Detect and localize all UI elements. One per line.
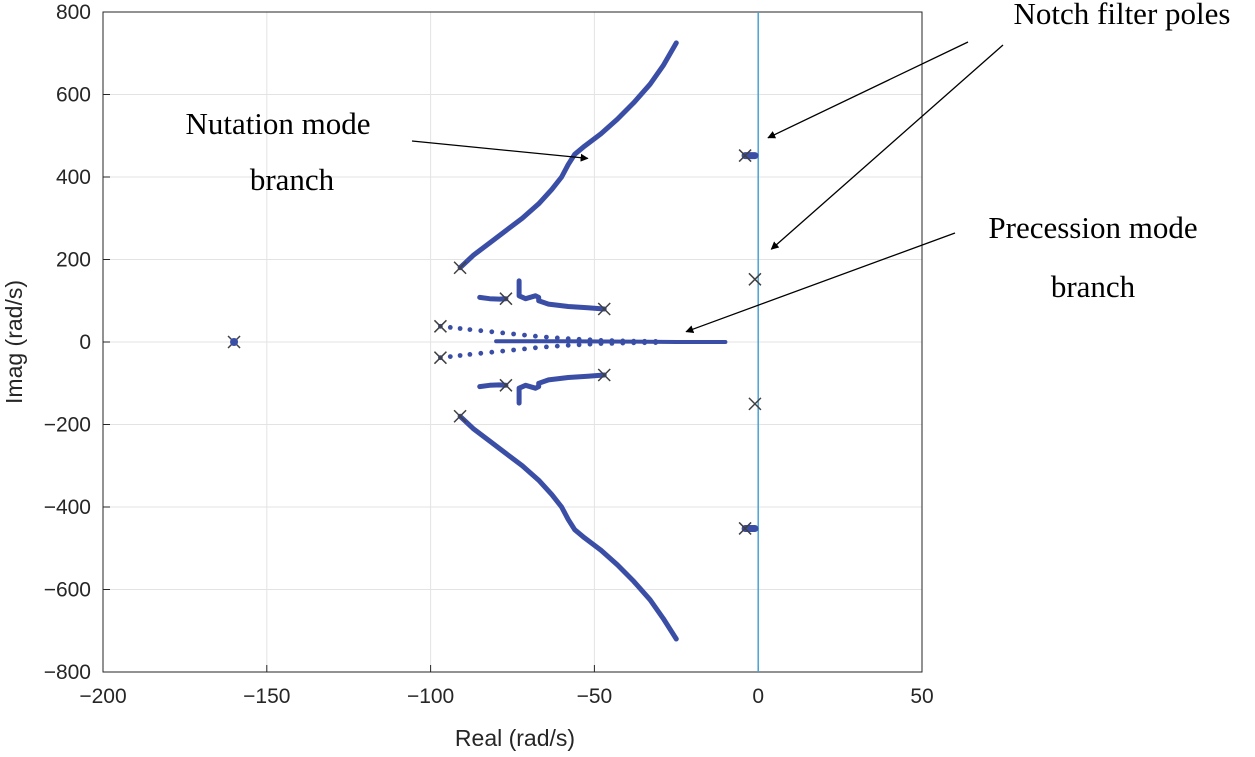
y-tick-label: −400 bbox=[44, 496, 91, 519]
precession-lower-dot bbox=[478, 350, 484, 356]
pole-marker bbox=[499, 292, 513, 306]
precession-upper-dot bbox=[511, 331, 516, 337]
precession-upper-dot bbox=[522, 332, 527, 338]
branch-lower-line bbox=[516, 372, 607, 406]
nutation-upper-line bbox=[457, 40, 679, 271]
notch-annotation-text: Notch filter poles bbox=[1014, 0, 1231, 31]
nutation-lower-line bbox=[457, 413, 679, 642]
pole-marker bbox=[748, 397, 762, 411]
tick-labels: −200 −150 −100 −50 0 50 −800 −600 −400 −200 0 200 40… bbox=[44, 1, 934, 708]
precession-lower-dot bbox=[576, 342, 582, 348]
y-tick-label: 0 bbox=[79, 331, 91, 354]
short-lower-line bbox=[477, 382, 509, 390]
annotations: Nutation mode branch Notch filter poles Pre… bbox=[185, 0, 1231, 333]
nutation-annotation-text: Nutation mode bbox=[185, 106, 370, 141]
x-tick-label: −200 bbox=[79, 685, 126, 708]
locus-series bbox=[438, 40, 759, 642]
plot-area bbox=[102, 11, 923, 673]
precession-lower-dot bbox=[565, 342, 571, 348]
precession-upper-dot bbox=[467, 327, 473, 332]
x-tick-label: 0 bbox=[752, 685, 764, 708]
precession-lower-dot bbox=[620, 340, 626, 346]
precession-lower-dot bbox=[511, 347, 516, 353]
pole-marker bbox=[597, 302, 611, 316]
precession-lower-dot bbox=[522, 346, 527, 352]
precession-lower-dot bbox=[489, 349, 495, 355]
pole-marker bbox=[597, 368, 611, 382]
precession-upper-dot bbox=[576, 336, 582, 342]
precession-lower-dot bbox=[598, 341, 604, 346]
pole-marker bbox=[748, 272, 762, 286]
y-tick-label: 400 bbox=[56, 166, 91, 189]
precession-upper-dot bbox=[554, 335, 560, 341]
pole-marker bbox=[738, 149, 752, 163]
precession-lower-dot bbox=[500, 348, 506, 354]
precession-upper-dot bbox=[500, 330, 506, 336]
precession-upper-dot bbox=[447, 325, 453, 330]
pole-marker bbox=[738, 521, 752, 535]
precession-annotation-text: branch bbox=[1051, 269, 1136, 304]
y-tick-label: −200 bbox=[44, 414, 91, 437]
precession-axis-line bbox=[494, 339, 728, 344]
precession-lower-dot bbox=[467, 352, 473, 357]
pole-marker bbox=[433, 319, 447, 333]
precession-annotation-text: Precession mode bbox=[988, 210, 1197, 245]
precession-upper-dot bbox=[544, 334, 549, 340]
precession-lower-dot bbox=[609, 341, 615, 346]
precession-lower-dot bbox=[653, 340, 658, 345]
precession-annotation-arrow bbox=[685, 232, 956, 333]
pole-dot bbox=[230, 338, 239, 346]
x-tick-label: −50 bbox=[577, 685, 613, 708]
pole-marker bbox=[453, 261, 467, 275]
open-loop-poles bbox=[227, 149, 762, 535]
y-tick-label: −600 bbox=[44, 579, 91, 602]
precession-upper-dot bbox=[533, 333, 538, 339]
precession-upper-dot bbox=[457, 326, 463, 331]
y-axis-title: Imag (rad/s) bbox=[1, 280, 27, 404]
y-tick-label: 600 bbox=[56, 84, 91, 107]
precession-lower-dot bbox=[631, 340, 637, 346]
nutation-annotation-text: branch bbox=[250, 162, 335, 197]
branch-upper-line bbox=[516, 278, 607, 312]
notch-annotation-arrow bbox=[770, 44, 1004, 250]
notch-annotation-arrow bbox=[767, 41, 969, 139]
precession-lower-dot bbox=[544, 344, 549, 350]
short-upper-line bbox=[477, 294, 509, 302]
y-tick-label: 200 bbox=[56, 249, 91, 272]
precession-upper-dot bbox=[587, 337, 593, 343]
precession-lower-dot bbox=[554, 343, 560, 349]
pole-marker bbox=[433, 351, 447, 365]
precession-upper-dot bbox=[489, 329, 495, 335]
precession-lower-dot bbox=[533, 345, 538, 351]
x-tick-label: 50 bbox=[910, 685, 933, 708]
x-tick-label: −100 bbox=[407, 685, 454, 708]
pole-marker bbox=[453, 409, 467, 423]
precession-lower-dot bbox=[587, 341, 593, 347]
precession-lower-dot bbox=[642, 340, 647, 346]
pole-marker bbox=[499, 378, 513, 392]
precession-upper-dot bbox=[478, 328, 484, 334]
y-tick-label: −800 bbox=[44, 661, 91, 684]
precession-lower-dot bbox=[447, 354, 453, 359]
precession-lower-dot bbox=[457, 353, 463, 358]
nutation-annotation-arrow bbox=[411, 140, 589, 162]
y-tick-label: 800 bbox=[56, 1, 91, 24]
x-axis-title: Real (rad/s) bbox=[455, 725, 575, 751]
precession-upper-dot bbox=[565, 336, 571, 342]
x-tick-label: −150 bbox=[243, 685, 290, 708]
